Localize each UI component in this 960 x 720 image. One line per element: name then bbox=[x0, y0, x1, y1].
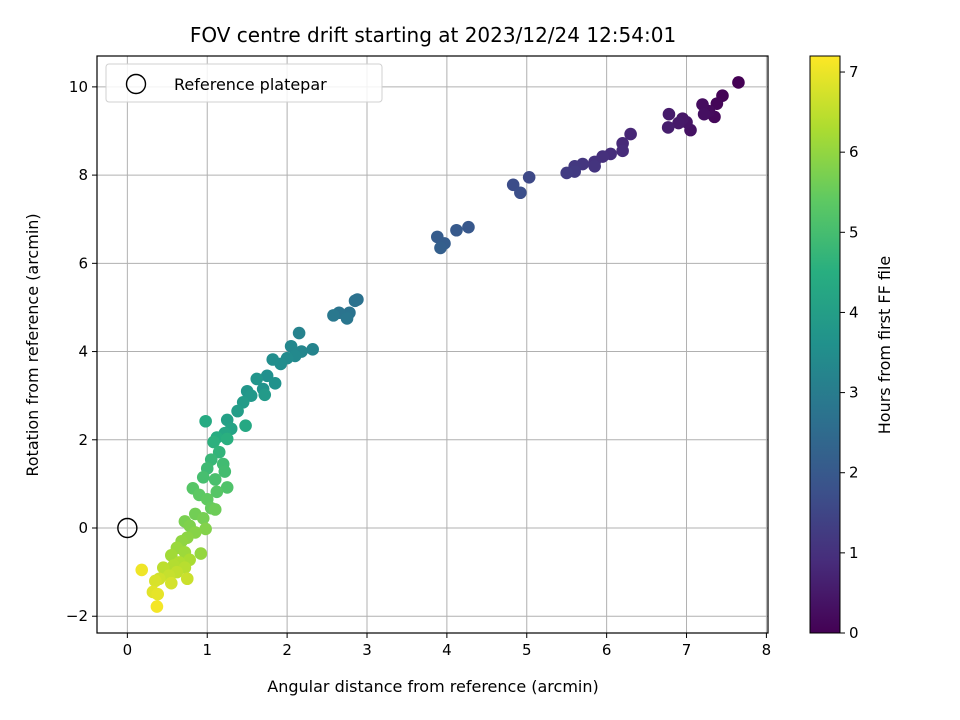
data-point bbox=[732, 76, 745, 89]
plot-frame bbox=[96, 55, 769, 634]
legend-marker-reference-icon bbox=[125, 73, 147, 95]
y-tick-label: 8 bbox=[78, 166, 88, 184]
colorbar-tick-label: 5 bbox=[849, 223, 859, 241]
data-point bbox=[522, 171, 536, 184]
data-point bbox=[250, 372, 264, 386]
data-point bbox=[164, 576, 178, 590]
data-point bbox=[662, 107, 676, 121]
data-point bbox=[199, 522, 212, 536]
y-tick-label: 6 bbox=[78, 254, 88, 272]
data-point bbox=[450, 223, 463, 237]
data-point bbox=[220, 481, 234, 494]
data-point bbox=[194, 547, 208, 560]
x-tick-label: 2 bbox=[282, 641, 292, 659]
legend: Reference platepar bbox=[105, 63, 383, 103]
data-point bbox=[696, 98, 709, 111]
data-point bbox=[268, 377, 282, 390]
data-points bbox=[117, 76, 745, 613]
data-point bbox=[697, 107, 711, 121]
data-point bbox=[588, 159, 601, 173]
x-tick-label: 3 bbox=[362, 641, 372, 659]
data-point bbox=[266, 353, 280, 366]
data-point bbox=[616, 144, 629, 158]
data-point bbox=[207, 435, 220, 449]
colorbar-ticks: 0 1 2 3 4 5 6 7 bbox=[840, 63, 859, 642]
colorbar-tick-label: 6 bbox=[849, 143, 859, 161]
data-point bbox=[514, 186, 527, 200]
data-point bbox=[151, 587, 165, 601]
x-tick-label: 4 bbox=[442, 641, 452, 659]
x-tick-label: 1 bbox=[202, 641, 212, 659]
colorbar-label: Hours from first FF file bbox=[875, 256, 894, 435]
data-point bbox=[260, 369, 274, 383]
x-axis-label: Angular distance from reference (arcmin) bbox=[267, 677, 598, 696]
colorbar-tick-label: 0 bbox=[849, 624, 859, 642]
data-point bbox=[199, 414, 212, 428]
y-tick-label: −2 bbox=[66, 607, 88, 625]
data-point bbox=[306, 343, 319, 356]
data-point bbox=[149, 574, 162, 588]
x-axis-ticks: 0 1 2 3 4 5 6 7 8 bbox=[123, 633, 772, 659]
data-point bbox=[220, 432, 234, 446]
data-point bbox=[710, 97, 724, 110]
data-point bbox=[210, 485, 224, 499]
colorbar-tick-label: 4 bbox=[849, 303, 859, 321]
data-point bbox=[284, 339, 298, 353]
colorbar-tick-label: 1 bbox=[849, 544, 859, 562]
data-point bbox=[258, 388, 272, 402]
data-point bbox=[672, 116, 685, 130]
colorbar-tick-label: 3 bbox=[849, 384, 859, 402]
data-point bbox=[208, 503, 222, 516]
data-point bbox=[180, 572, 194, 586]
data-point bbox=[340, 312, 354, 325]
data-point bbox=[327, 309, 340, 322]
x-tick-label: 8 bbox=[762, 641, 772, 659]
colorbar-tick-label: 2 bbox=[849, 464, 859, 482]
data-point bbox=[624, 127, 637, 141]
data-point bbox=[292, 326, 306, 340]
colorbar: 0 1 2 3 4 5 6 7 Hours from first FF file bbox=[809, 55, 894, 642]
colorbar-gradient bbox=[809, 55, 841, 634]
y-tick-label: 2 bbox=[78, 431, 88, 449]
x-tick-label: 0 bbox=[123, 641, 133, 659]
y-axis-label: Rotation from reference (arcmin) bbox=[23, 213, 42, 476]
data-point bbox=[218, 465, 232, 478]
data-point bbox=[661, 121, 675, 134]
data-point bbox=[462, 220, 475, 234]
legend-entry-reference: Reference platepar bbox=[174, 75, 327, 94]
x-tick-label: 6 bbox=[602, 641, 612, 659]
reference-platepar-marker bbox=[117, 517, 138, 539]
x-tick-label: 5 bbox=[522, 641, 532, 659]
legend-box bbox=[105, 63, 383, 103]
data-point bbox=[196, 512, 210, 525]
data-point bbox=[150, 600, 164, 613]
data-point bbox=[348, 294, 362, 308]
y-axis-ticks: −2 0 2 4 6 8 10 bbox=[66, 78, 97, 625]
colorbar-tick-label: 7 bbox=[849, 63, 859, 81]
data-point bbox=[135, 563, 149, 577]
data-point bbox=[231, 404, 244, 418]
y-tick-label: 10 bbox=[69, 78, 88, 96]
data-point bbox=[196, 470, 210, 484]
chart-title: FOV centre drift starting at 2023/12/24 … bbox=[190, 23, 676, 47]
y-tick-label: 4 bbox=[78, 343, 88, 361]
grid-lines bbox=[97, 56, 768, 633]
data-point bbox=[560, 166, 573, 180]
data-point bbox=[434, 241, 447, 255]
data-point bbox=[212, 445, 226, 459]
data-point bbox=[239, 419, 252, 432]
x-tick-label: 7 bbox=[682, 641, 692, 659]
data-point bbox=[208, 473, 222, 486]
y-tick-label: 0 bbox=[78, 519, 88, 537]
